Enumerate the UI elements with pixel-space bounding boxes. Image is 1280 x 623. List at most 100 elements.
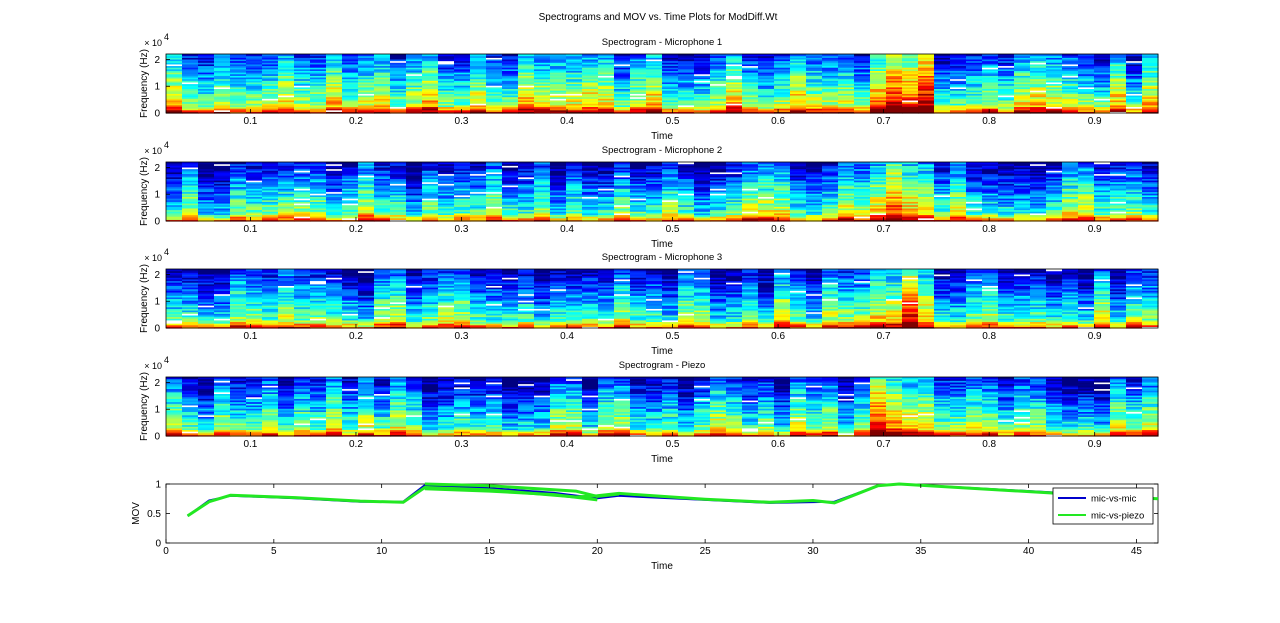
spectrogram-cell xyxy=(518,93,535,96)
spectrogram-cell xyxy=(646,214,663,217)
spectrogram-cell xyxy=(598,212,615,216)
spectrogram-gap xyxy=(1062,63,1079,67)
spectrogram-cell xyxy=(566,196,583,199)
spectrogram-cell xyxy=(710,68,727,71)
spectrogram-cell xyxy=(1046,196,1063,199)
spectrogram-gap xyxy=(358,175,375,178)
spectrogram-cell xyxy=(966,214,983,217)
spectrogram-cell xyxy=(278,111,295,114)
spectrogram-cell xyxy=(470,98,487,101)
spectrogram-cell xyxy=(822,54,839,57)
spectrogram-cell xyxy=(390,191,407,194)
spectrogram-cell xyxy=(182,301,199,305)
spectrogram-cell xyxy=(502,191,519,194)
spectrogram-cell xyxy=(262,81,279,85)
spectrogram-cell xyxy=(406,184,423,188)
spectrogram-cell xyxy=(710,178,727,181)
spectrogram-cell xyxy=(1094,207,1111,211)
spectrogram-gap xyxy=(294,85,311,88)
spectrogram-cell xyxy=(294,75,311,78)
spectrogram-cell xyxy=(886,168,903,171)
spectrogram-cell xyxy=(1046,90,1063,93)
spectrogram-cell xyxy=(294,191,311,194)
spectrogram-cell xyxy=(806,106,823,109)
spectrogram-cell xyxy=(1142,96,1159,99)
spectrogram-cell xyxy=(214,298,231,301)
spectrogram-cell xyxy=(806,80,823,83)
subplot-title: Spectrogram - Microphone 1 xyxy=(602,37,722,48)
spectrogram-cell xyxy=(1014,209,1031,212)
spectrogram-cell xyxy=(566,81,583,85)
spectrogram-cell xyxy=(758,206,775,209)
spectrogram-cell xyxy=(694,88,711,91)
spectrogram-cell xyxy=(294,308,311,311)
spectrogram-cell xyxy=(246,313,263,316)
spectrogram-cell xyxy=(886,212,903,216)
spectrogram-cell xyxy=(854,103,871,106)
spectrogram-cell xyxy=(1142,176,1159,179)
spectrogram-cell xyxy=(358,70,375,73)
spectrogram-cell xyxy=(646,163,663,166)
spectrogram-cell xyxy=(246,321,263,324)
spectrogram-cell xyxy=(470,189,487,193)
spectrogram-cell xyxy=(534,75,551,78)
spectrogram-cell xyxy=(902,93,919,96)
spectrogram-cell xyxy=(342,109,359,112)
spectrogram-cell xyxy=(534,209,551,212)
spectrogram-cell xyxy=(822,83,839,86)
spectrogram-cell xyxy=(550,91,567,94)
spectrogram-cell xyxy=(214,303,231,306)
spectrogram-cell xyxy=(470,219,487,222)
spectrogram-cell xyxy=(198,275,215,278)
spectrogram-cell xyxy=(646,162,663,165)
spectrogram-cell xyxy=(1142,199,1159,202)
spectrogram-cell xyxy=(502,98,519,101)
spectrogram-cell xyxy=(182,93,199,96)
spectrogram-cell xyxy=(534,76,551,80)
spectrogram-cell xyxy=(534,193,551,196)
spectrogram-cell xyxy=(214,67,231,70)
spectrogram-cell xyxy=(1126,188,1143,191)
spectrogram-cell xyxy=(966,111,983,114)
spectrogram-cell xyxy=(1062,163,1079,166)
spectrogram-cell xyxy=(326,282,343,285)
spectrogram-cell xyxy=(870,93,887,96)
spectrogram-cell xyxy=(886,72,903,75)
spectrogram-cell xyxy=(198,277,215,280)
spectrogram-cell xyxy=(182,318,199,321)
spectrogram-cell xyxy=(438,75,455,78)
spectrogram-cell xyxy=(1062,178,1079,181)
spectrogram-cell xyxy=(246,301,263,305)
spectrogram-cell xyxy=(582,217,599,220)
spectrogram-cell xyxy=(982,55,999,58)
spectrogram-cell xyxy=(1078,60,1095,63)
spectrogram-cell xyxy=(774,62,791,65)
spectrogram-cell xyxy=(294,207,311,211)
spectrogram-cell xyxy=(726,178,743,181)
spectrogram-cell xyxy=(502,176,519,179)
spectrogram-cell xyxy=(246,300,263,303)
spectrogram-cell xyxy=(566,168,583,171)
spectrogram-cell xyxy=(294,311,311,314)
spectrogram-cell xyxy=(1014,194,1031,198)
spectrogram-cell xyxy=(534,194,551,198)
spectrogram-cell xyxy=(870,204,887,207)
spectrogram-cell xyxy=(550,62,567,65)
spectrogram-cell xyxy=(230,90,247,93)
spectrogram-cell xyxy=(214,319,231,323)
spectrogram-cell xyxy=(1142,99,1159,103)
spectrogram-cell xyxy=(902,181,919,184)
spectrogram-cell xyxy=(230,54,247,57)
spectrogram-cell xyxy=(550,94,567,98)
spectrogram-cell xyxy=(582,94,599,98)
spectrogram-cell xyxy=(598,60,615,63)
spectrogram-cell xyxy=(838,163,855,166)
spectrogram-cell xyxy=(854,78,871,81)
spectrogram-cell xyxy=(758,111,775,114)
spectrogram-cell xyxy=(278,217,295,220)
spectrogram-cell xyxy=(294,275,311,278)
spectrogram-cell xyxy=(630,90,647,93)
spectrogram-cell xyxy=(358,170,375,173)
spectrogram-gap xyxy=(198,305,215,308)
spectrogram-cell xyxy=(806,193,823,196)
